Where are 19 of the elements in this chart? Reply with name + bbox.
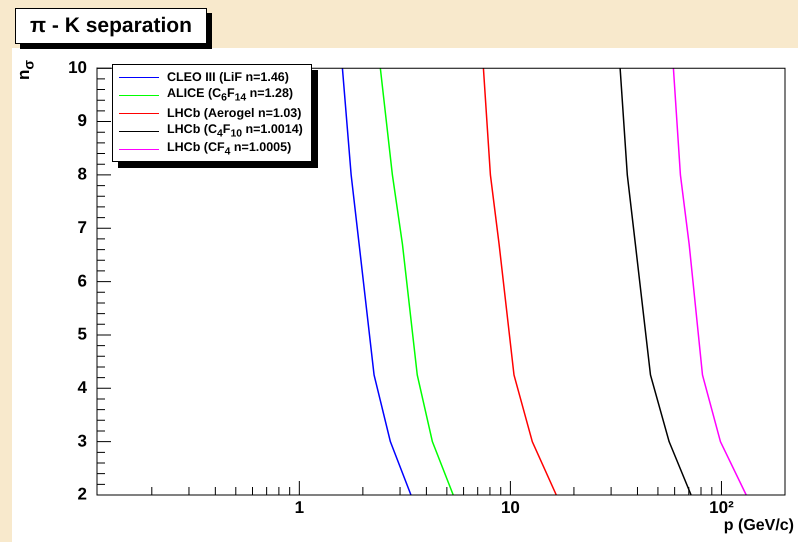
y-tick-label: 7 (78, 218, 87, 237)
legend-label: LHCb (Aerogel n=1.03) (167, 106, 302, 120)
legend-label: ALICE (C$_{6}$F$_{14}$ n=1.28) (167, 86, 294, 104)
y-tick-label: 3 (78, 431, 87, 450)
y-tick-label: 9 (78, 111, 87, 130)
chart-title: π - K separation (15, 8, 207, 44)
y-tick-label: 6 (78, 271, 87, 290)
y-tick-label: 10 (68, 58, 87, 77)
y-tick-label: 2 (78, 484, 87, 504)
y-tick-label: 8 (78, 164, 87, 184)
x-tick-label: 1 (294, 498, 304, 517)
legend-label: LHCb (C$_{4}$F$_{10}$ n=1.0014) (167, 122, 303, 140)
y-tick-label: 5 (78, 324, 87, 344)
legend-label: CLEO III (LiF n=1.46) (167, 70, 289, 84)
y-tick-label: 4 (78, 378, 88, 397)
x-tick-label: 10 (500, 498, 520, 517)
x-tick-label: 10² (709, 498, 734, 517)
x-axis-title: p (GeV/c) (724, 517, 794, 535)
legend-label: LHCb (CF$_{4}$ n=1.0005) (167, 140, 292, 158)
